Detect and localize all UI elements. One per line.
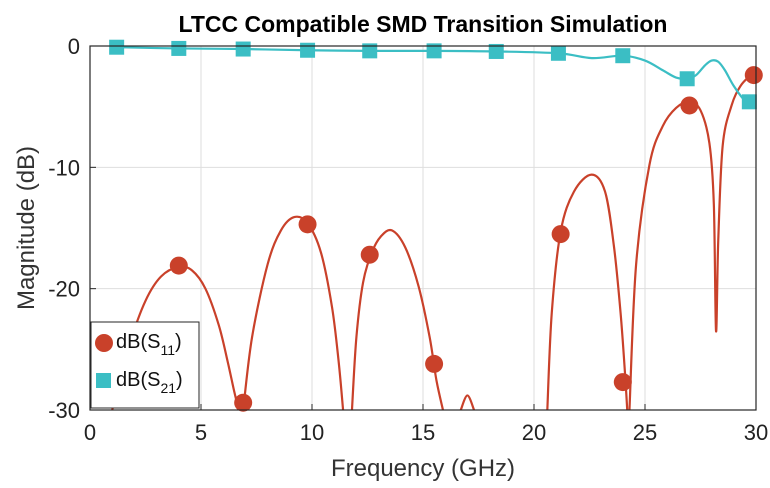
x-tick-label: 5 [195, 420, 207, 445]
legend-label-s21-close: ) [176, 369, 183, 391]
x-tick-label: 15 [411, 420, 435, 445]
data-point-s21 [300, 43, 315, 58]
data-point-s11 [361, 246, 379, 264]
x-tick-label: 25 [633, 420, 657, 445]
data-point-s11 [234, 394, 252, 412]
data-point-s11 [680, 96, 698, 114]
legend: dB(S11) dB(S21) [91, 322, 199, 408]
x-tick-label: 10 [300, 420, 324, 445]
legend-label-s21-main: dB(S [116, 369, 160, 391]
x-tick-label: 20 [522, 420, 546, 445]
data-point-s21 [236, 42, 251, 57]
legend-label-s11-sub: 11 [160, 342, 175, 358]
chart-title: LTCC Compatible SMD Transition Simulatio… [179, 11, 668, 37]
data-point-s11 [745, 66, 763, 84]
x-tick-label: 30 [744, 420, 768, 445]
data-point-s11 [552, 225, 570, 243]
legend-label-s11-close: ) [175, 331, 182, 353]
data-point-s11 [170, 257, 188, 275]
legend-marker-s11 [95, 334, 113, 352]
y-tick-label: 0 [68, 34, 80, 59]
y-axis-label: Magnitude (dB) [13, 146, 40, 310]
y-tick-label: -30 [48, 398, 80, 423]
data-point-s11 [425, 355, 443, 373]
legend-label-s11-main: dB(S [116, 331, 160, 353]
data-point-s21 [742, 94, 757, 109]
data-point-s11 [299, 215, 317, 233]
data-point-s11 [614, 373, 632, 391]
x-tick-label: 0 [84, 420, 96, 445]
y-tick-label: -20 [48, 277, 80, 302]
data-point-s21 [551, 46, 566, 61]
data-point-s21 [109, 40, 124, 55]
y-tick-label: -10 [48, 155, 80, 180]
legend-marker-s21 [96, 373, 111, 388]
data-point-s21 [615, 48, 630, 63]
data-point-s21 [171, 41, 186, 56]
legend-label-s21-sub: 21 [160, 380, 176, 396]
data-point-s21 [680, 71, 695, 86]
x-axis-label: Frequency (GHz) [331, 455, 515, 482]
